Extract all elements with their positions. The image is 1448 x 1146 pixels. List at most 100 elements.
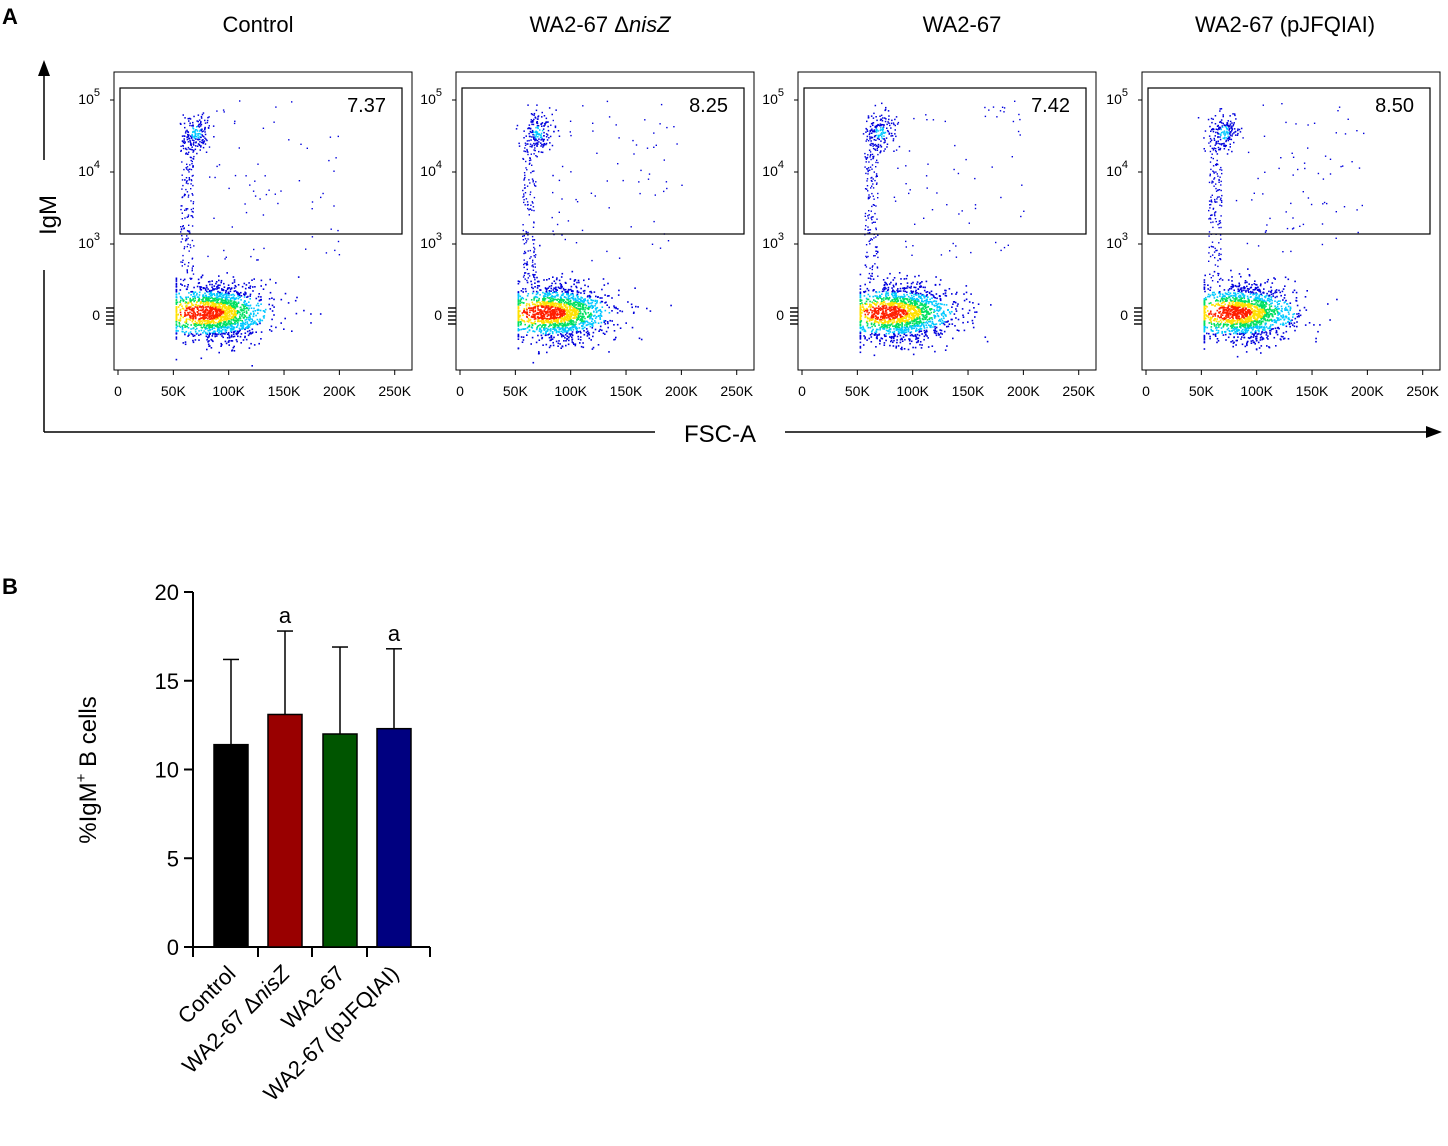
flow-dot [303, 309, 305, 312]
flow-dot [184, 126, 186, 129]
flow-dot [577, 335, 579, 338]
flow-dot [540, 132, 543, 135]
flow-dot [187, 237, 189, 239]
flow-dot [207, 306, 210, 308]
flow-dot [574, 344, 577, 347]
flow-dot [899, 287, 902, 290]
flow-dot [287, 302, 290, 304]
flow-dot [216, 307, 219, 309]
flow-dot [211, 328, 213, 331]
flow-dot [627, 301, 629, 303]
flow-dot [200, 320, 202, 322]
flow-dot [561, 165, 564, 168]
flow-dot [192, 124, 194, 126]
flow-dot [225, 295, 228, 298]
flow-dot [555, 288, 558, 291]
flow-dot [915, 341, 918, 344]
flow-plot-title: WA2-67 [923, 12, 1002, 37]
flow-dot [659, 123, 661, 125]
flow-dot [208, 313, 211, 315]
flow-dot [542, 324, 545, 326]
flow-dot [210, 289, 213, 292]
flow-dot [571, 338, 574, 341]
flow-dot [201, 327, 203, 329]
flow-dot [929, 301, 932, 303]
flow-dot [577, 298, 580, 300]
flow-dot [575, 328, 578, 331]
flow-dot [552, 292, 554, 294]
flow-dot [575, 285, 577, 288]
flow-dot [590, 323, 592, 325]
flow-dot [586, 300, 589, 302]
flow-dot [534, 318, 537, 320]
flow-dot [955, 293, 957, 295]
flow-dot [901, 331, 904, 333]
flow-dot [183, 299, 185, 302]
flow-dot [538, 317, 541, 319]
flow-dot [208, 302, 210, 304]
flow-dot [211, 303, 214, 306]
flow-dot [549, 298, 552, 301]
flow-dot [925, 321, 928, 323]
flow-dot [182, 316, 184, 319]
flow-dot [608, 116, 611, 118]
flow-dot [249, 318, 252, 320]
flow-dot [544, 311, 546, 313]
flow-dot [550, 312, 553, 315]
flow-dot [520, 322, 522, 325]
flow-dot [222, 336, 224, 339]
flow-dot [604, 333, 606, 335]
flow-dot [216, 322, 219, 325]
flow-dot [211, 325, 214, 327]
flow-dot [535, 126, 537, 129]
flow-dot [925, 302, 928, 305]
flow-dot [196, 126, 198, 128]
flow-dot [201, 134, 203, 136]
flow-dot [209, 297, 212, 300]
flow-dot [565, 315, 568, 318]
flow-dot [551, 331, 554, 333]
flow-dot [935, 323, 938, 325]
flow-dot [578, 304, 581, 307]
flow-dot [973, 307, 975, 309]
flow-dot [188, 134, 190, 136]
flow-dot [183, 135, 185, 137]
flow-dot [221, 298, 223, 300]
flow-dot [588, 315, 590, 317]
flow-dot [560, 334, 563, 336]
flow-dot [564, 326, 567, 329]
flow-dot [183, 122, 186, 125]
flow-dot [861, 312, 863, 314]
flow-dot [193, 144, 195, 146]
flow-dot [555, 290, 557, 293]
flow-dot [212, 317, 215, 319]
flow-dot [584, 303, 587, 306]
flow-dot [239, 335, 242, 338]
flow-dot [912, 305, 915, 307]
flow-dot [201, 317, 204, 319]
flow-dot [227, 324, 229, 326]
flow-dot [280, 298, 283, 301]
flow-dot [194, 320, 197, 323]
flow-dot [225, 329, 228, 331]
flow-dot [569, 131, 571, 133]
flow-dot [906, 291, 908, 293]
flow-dot [214, 330, 216, 333]
flow-dot [199, 123, 202, 125]
flow-dot [603, 284, 606, 286]
flow-dot [215, 296, 218, 298]
flow-dot [540, 136, 543, 138]
flow-dot [230, 324, 233, 326]
flow-dot [547, 287, 550, 289]
flow-dot [233, 297, 236, 300]
flow-dot [524, 174, 526, 176]
flow-dot [584, 284, 586, 287]
flow-dot [543, 328, 546, 330]
flow-dot [210, 324, 212, 327]
flow-dot [528, 314, 530, 317]
flow-dot [218, 306, 220, 309]
flow-dot [217, 326, 220, 328]
flow-dot [539, 328, 542, 330]
flow-dot [201, 113, 204, 116]
flow-dot [597, 322, 600, 324]
